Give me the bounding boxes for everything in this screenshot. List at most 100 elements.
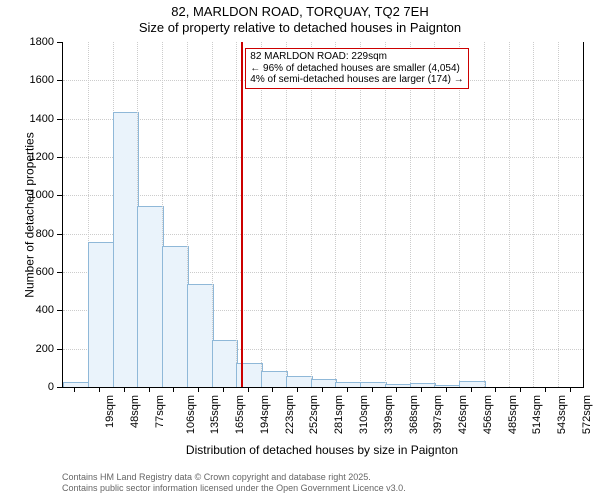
histogram-bar [187, 284, 214, 387]
x-tick [198, 387, 199, 392]
x-tick-label: 572sqm [581, 395, 593, 434]
x-tick-label: 194sqm [259, 395, 271, 434]
credits-text: Contains HM Land Registry data © Crown c… [62, 472, 406, 494]
y-tick-label: 1000 [0, 189, 54, 201]
x-tick-label: 368sqm [408, 395, 420, 434]
x-tick-label: 252sqm [309, 395, 321, 434]
grid-line-v [335, 42, 336, 387]
grid-line-v [558, 42, 559, 387]
y-tick-label: 600 [0, 266, 54, 278]
y-tick [57, 349, 62, 350]
histogram-bar [137, 206, 164, 387]
annotation-line: 4% of semi-detached houses are larger (1… [250, 74, 463, 86]
y-tick [57, 80, 62, 81]
histogram-bar [459, 381, 486, 387]
x-tick-label: 456sqm [482, 395, 494, 434]
grid-line-v [236, 42, 237, 387]
chart-title-line2: Size of property relative to detached ho… [0, 20, 600, 36]
y-tick-label: 0 [0, 381, 54, 393]
y-tick [57, 310, 62, 311]
x-tick-label: 310sqm [358, 395, 370, 434]
x-tick-label: 426sqm [457, 395, 469, 434]
chart-title: 82, MARLDON ROAD, TORQUAY, TQ2 7EH Size … [0, 4, 600, 35]
y-tick-label: 800 [0, 228, 54, 240]
x-tick [74, 387, 75, 392]
histogram-bar [113, 112, 140, 387]
x-tick [347, 387, 348, 392]
y-tick-label: 1400 [0, 113, 54, 125]
x-tick [520, 387, 521, 392]
x-tick-label: 339sqm [383, 395, 395, 434]
chart-title-line1: 82, MARLDON ROAD, TORQUAY, TQ2 7EH [0, 4, 600, 20]
x-tick [248, 387, 249, 392]
x-tick [471, 387, 472, 392]
annotation-line: 82 MARLDON ROAD: 229sqm [250, 51, 463, 63]
y-tick [57, 234, 62, 235]
annotation-box: 82 MARLDON ROAD: 229sqm← 96% of detached… [245, 48, 468, 89]
x-tick [149, 387, 150, 392]
grid-line-v [311, 42, 312, 387]
y-tick-label: 1800 [0, 36, 54, 48]
grid-line-v [261, 42, 262, 387]
x-tick [272, 387, 273, 392]
x-tick-label: 514sqm [531, 395, 543, 434]
credits-line: Contains public sector information licen… [62, 483, 406, 494]
x-tick-label: 543sqm [556, 395, 568, 434]
grid-line-h [63, 195, 583, 196]
plot-area: 82 MARLDON ROAD: 229sqm← 96% of detached… [62, 42, 584, 388]
histogram-bar [63, 382, 90, 387]
chart-frame: { "title": { "line1": "82, MARLDON ROAD,… [0, 0, 600, 500]
y-tick [57, 387, 62, 388]
histogram-bar [385, 384, 412, 387]
x-tick [372, 387, 373, 392]
grid-line-v [286, 42, 287, 387]
grid-line-v [509, 42, 510, 387]
x-tick [545, 387, 546, 392]
histogram-bar [335, 382, 362, 387]
y-tick [57, 42, 62, 43]
x-axis-label: Distribution of detached houses by size … [62, 443, 582, 457]
y-tick-label: 1200 [0, 151, 54, 163]
grid-line-h [63, 157, 583, 158]
grid-line-h [63, 119, 583, 120]
x-tick [99, 387, 100, 392]
x-tick [223, 387, 224, 392]
histogram-bar [286, 376, 313, 387]
y-tick-label: 400 [0, 304, 54, 316]
x-tick [570, 387, 571, 392]
grid-line-v [360, 42, 361, 387]
x-tick-label: 48sqm [129, 395, 141, 428]
histogram-bar [410, 383, 437, 387]
x-tick-label: 19sqm [104, 395, 116, 428]
y-tick-label: 1600 [0, 74, 54, 86]
grid-line-v [533, 42, 534, 387]
y-tick [57, 157, 62, 158]
grid-line-v [459, 42, 460, 387]
x-tick-label: 106sqm [185, 395, 197, 434]
histogram-bar [88, 242, 115, 387]
x-tick [173, 387, 174, 392]
grid-line-v [212, 42, 213, 387]
y-tick [57, 272, 62, 273]
grid-line-v [434, 42, 435, 387]
x-tick-label: 77sqm [154, 395, 166, 428]
histogram-bar [162, 246, 189, 387]
histogram-bar [212, 340, 239, 387]
histogram-bar [311, 379, 338, 387]
x-tick-label: 135sqm [210, 395, 222, 434]
x-tick-label: 281sqm [333, 395, 345, 434]
grid-line-v [484, 42, 485, 387]
histogram-bar [360, 382, 387, 387]
grid-line-v [410, 42, 411, 387]
x-tick-label: 165sqm [234, 395, 246, 434]
y-tick [57, 195, 62, 196]
x-tick [297, 387, 298, 392]
grid-line-v [385, 42, 386, 387]
x-tick [396, 387, 397, 392]
x-tick-label: 397sqm [432, 395, 444, 434]
y-tick [57, 119, 62, 120]
x-tick-label: 485sqm [507, 395, 519, 434]
marker-line [241, 42, 243, 387]
histogram-bar [434, 385, 461, 387]
y-tick-label: 200 [0, 343, 54, 355]
